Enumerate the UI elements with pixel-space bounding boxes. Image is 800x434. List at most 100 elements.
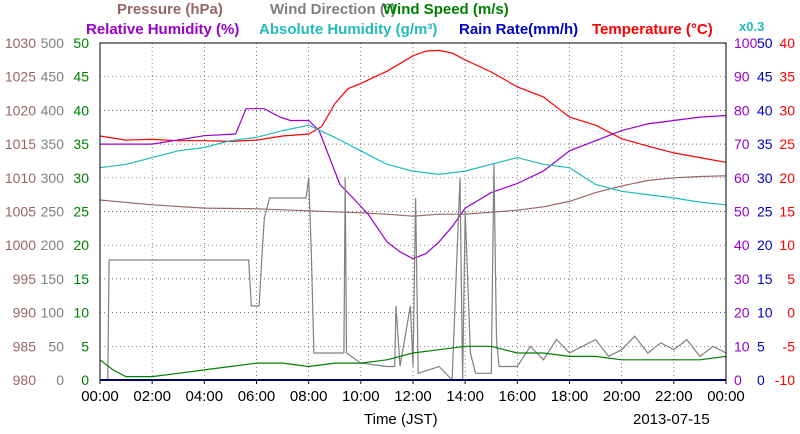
legend-pressure: Pressure (hPa): [117, 1, 223, 18]
legend-wind-direction: Wind Direction (°): [270, 1, 396, 18]
x-tick-label: 08:00: [290, 388, 328, 405]
wind-direction-tick-label: 100: [41, 305, 65, 321]
wind-speed-tick-label: 30: [73, 170, 89, 186]
relative-humidity-tick-label: 40: [734, 237, 750, 253]
rain-rate-tick-label: 35: [757, 136, 773, 152]
pressure-tick-label: 1005: [5, 204, 36, 220]
left-axes: 9809859909951000100510101015102010251030…: [5, 35, 89, 388]
wind-direction-tick-label: 0: [56, 372, 64, 388]
rain-rate-tick-label: 15: [757, 271, 773, 287]
x-axis-label: Time (JST): [364, 411, 438, 428]
pressure-tick-label: 1020: [5, 102, 36, 118]
wind-direction-tick-label: 150: [41, 271, 65, 287]
legend-absolute-humidity: Absolute Humidity (g/m³): [259, 21, 438, 38]
pressure-tick-label: 985: [13, 338, 37, 354]
wind-speed-line: [99, 345, 727, 378]
wind-speed-tick-label: 50: [73, 35, 89, 51]
plot-frame: [99, 42, 727, 381]
relative-humidity-tick-label: 60: [734, 170, 750, 186]
relative-humidity-tick-label: 80: [734, 102, 750, 118]
pressure-tick-label: 1025: [5, 69, 36, 85]
relative-humidity-tick-label: 50: [734, 204, 750, 220]
wind-speed-tick-label: 20: [73, 237, 89, 253]
temperature-tick-label: 20: [779, 170, 795, 186]
wind-speed-tick-label: 35: [73, 136, 89, 152]
temperature-tick-label: -5: [783, 338, 796, 354]
absolute-line: [99, 124, 727, 206]
pressure-tick-label: 1010: [5, 170, 36, 186]
temperature-tick-label: 30: [779, 102, 795, 118]
relative-humidity-line: [100, 108, 727, 260]
pressure-tick-label: 980: [13, 372, 37, 388]
relative-humidity-tick-label: 20: [734, 305, 750, 321]
rain-rate-tick-label: 20: [757, 237, 773, 253]
pressure-tick-label: 1030: [5, 35, 36, 51]
relative-humidity-tick-label: 10: [734, 338, 750, 354]
rain-rate-tick-label: 30: [757, 170, 773, 186]
pressure-tick-label: 1000: [5, 237, 36, 253]
relative-humidity-tick-label: 70: [734, 136, 750, 152]
wind-direction-line: [100, 164, 727, 382]
pressure-tick-label: 990: [13, 305, 37, 321]
chart-date: 2013-07-15: [633, 411, 710, 428]
x-tick-label: 22:00: [655, 388, 693, 405]
pressure-tick-label: 1015: [5, 136, 36, 152]
relative-humidity-tick-label: 30: [734, 271, 750, 287]
x-tick-label: 10:00: [342, 388, 380, 405]
temperature-tick-label: -10: [775, 372, 795, 388]
wind-speed-tick-label: 10: [73, 305, 89, 321]
wind-direction-tick-label: 50: [48, 338, 64, 354]
wind-direction-tick-label: 350: [41, 136, 65, 152]
x-tick-label: 00:00: [707, 388, 745, 405]
rain-scale-note: x0.3: [739, 19, 765, 34]
rain-rate-tick-label: 50: [757, 35, 773, 51]
wind-direction-tick-label: 500: [41, 35, 65, 51]
wind-speed-tick-label: 0: [81, 372, 89, 388]
x-tick-label: 20:00: [603, 388, 641, 405]
wind-speed-tick-label: 15: [73, 271, 89, 287]
temperature-tick-label: 25: [779, 136, 795, 152]
rain-rate-tick-label: 45: [757, 69, 773, 85]
wind-direction-tick-label: 200: [41, 237, 65, 253]
x-axis-ticks: 00:00 02:00 04:00 06:00 08:00 10:00 12:00 14:00…: [81, 380, 745, 405]
relative-humidity-tick-label: 0: [734, 372, 742, 388]
x-tick-label: 06:00: [238, 388, 276, 405]
temperature-tick-label: 15: [779, 204, 795, 220]
wind-direction-tick-label: 450: [41, 69, 65, 85]
rain-rate-tick-label: 25: [757, 204, 773, 220]
wind-direction-tick-label: 400: [41, 102, 65, 118]
x-tick-label: 00:00: [81, 388, 119, 405]
legend-rain-rate: Rain Rate(mm/h): [459, 21, 579, 38]
legend-relative-humidity: Relative Humidity (%): [86, 21, 240, 38]
legend-wind-speed: Wind Speed (m/s): [383, 1, 509, 18]
rain-rate-tick-label: 10: [757, 305, 773, 321]
plot-grid: [100, 43, 726, 380]
x-tick-label: 04:00: [186, 388, 224, 405]
x-tick-label: 18:00: [551, 388, 589, 405]
wind-speed-tick-label: 5: [81, 338, 89, 354]
pressure-tick-label: 995: [13, 271, 37, 287]
x-tick-label: 12:00: [394, 388, 432, 405]
temperature-tick-label: 35: [779, 69, 795, 85]
right-axes: 0102030405060708090100051015202530354045…: [734, 35, 795, 388]
relative-humidity-tick-label: 100: [734, 35, 758, 51]
temperature-line: [99, 49, 727, 163]
temperature-tick-label: 5: [787, 271, 795, 287]
temperature-tick-label: 10: [779, 237, 795, 253]
rain-rate-tick-label: 40: [757, 102, 773, 118]
wind-direction-tick-label: 250: [41, 204, 65, 220]
x-tick-label: 02:00: [133, 388, 171, 405]
wind-speed-tick-label: 25: [73, 204, 89, 220]
wind-speed-tick-label: 45: [73, 69, 89, 85]
rain-rate-tick-label: 0: [757, 372, 765, 388]
legend-temperature: Temperature (°C): [592, 21, 713, 38]
temperature-tick-label: 40: [779, 35, 795, 51]
rain-rate-tick-label: 5: [757, 338, 765, 354]
x-tick-label: 14:00: [446, 388, 484, 405]
pressure-line: [99, 175, 727, 217]
relative-humidity-tick-label: 90: [734, 69, 750, 85]
wind-speed-tick-label: 40: [73, 102, 89, 118]
x-tick-label: 16:00: [499, 388, 537, 405]
temperature-tick-label: 0: [787, 305, 795, 321]
